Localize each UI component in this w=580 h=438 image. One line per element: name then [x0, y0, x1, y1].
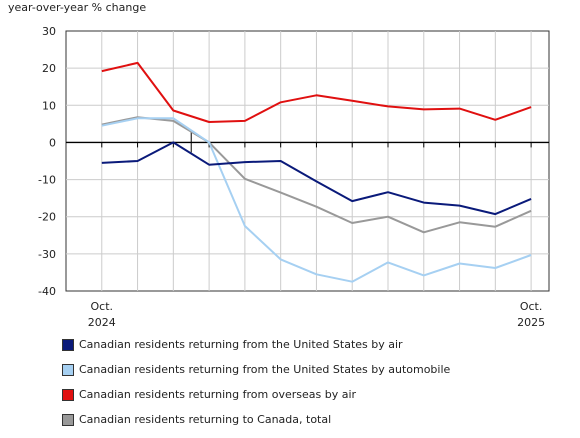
series-line-1 — [101, 141, 532, 216]
y-tick-label: 30 — [42, 25, 56, 38]
plot-area-frame — [65, 30, 550, 292]
legend-swatch — [62, 339, 74, 351]
legend-label: Canadian residents returning to Canada, … — [79, 413, 332, 426]
legend-swatch — [62, 364, 74, 376]
x-tick-label-year: 2024 — [88, 316, 116, 329]
y-tick-label: -10 — [38, 174, 56, 187]
x-axis-ticks: Oct. 2024 Oct. 2025 — [88, 132, 545, 329]
series-line-2 — [101, 117, 532, 283]
legend-label: Canadian residents returning from the Un… — [79, 338, 403, 351]
x-tick-label-month: Oct. — [520, 300, 543, 313]
y-tick-label: 0 — [49, 136, 56, 149]
legend-label: Canadian residents returning from overse… — [79, 388, 357, 401]
grid-lines — [66, 31, 549, 291]
legend-swatch — [62, 414, 74, 426]
y-axis-label: year-over-year % change — [8, 1, 146, 14]
series-line-3 — [101, 61, 532, 123]
x-tick-label-year: 2025 — [517, 316, 545, 329]
legend-label: Canadian residents returning from the Un… — [79, 363, 451, 376]
y-tick-label: -40 — [38, 285, 56, 298]
y-tick-label: 20 — [42, 62, 56, 75]
y-tick-label: -30 — [38, 248, 56, 261]
series-lines — [101, 61, 532, 283]
y-axis-ticks: 30 20 10 0 -10 -20 -30 -40 — [38, 25, 56, 298]
y-tick-label: -20 — [38, 211, 56, 224]
line-chart: year-over-year % change 30 20 10 0 -10 -20 -30… — [8, 1, 550, 329]
series-line-4 — [101, 116, 532, 234]
x-tick-label-month: Oct. — [91, 300, 114, 313]
y-tick-label: 10 — [42, 99, 56, 112]
legend-swatch — [62, 389, 74, 401]
